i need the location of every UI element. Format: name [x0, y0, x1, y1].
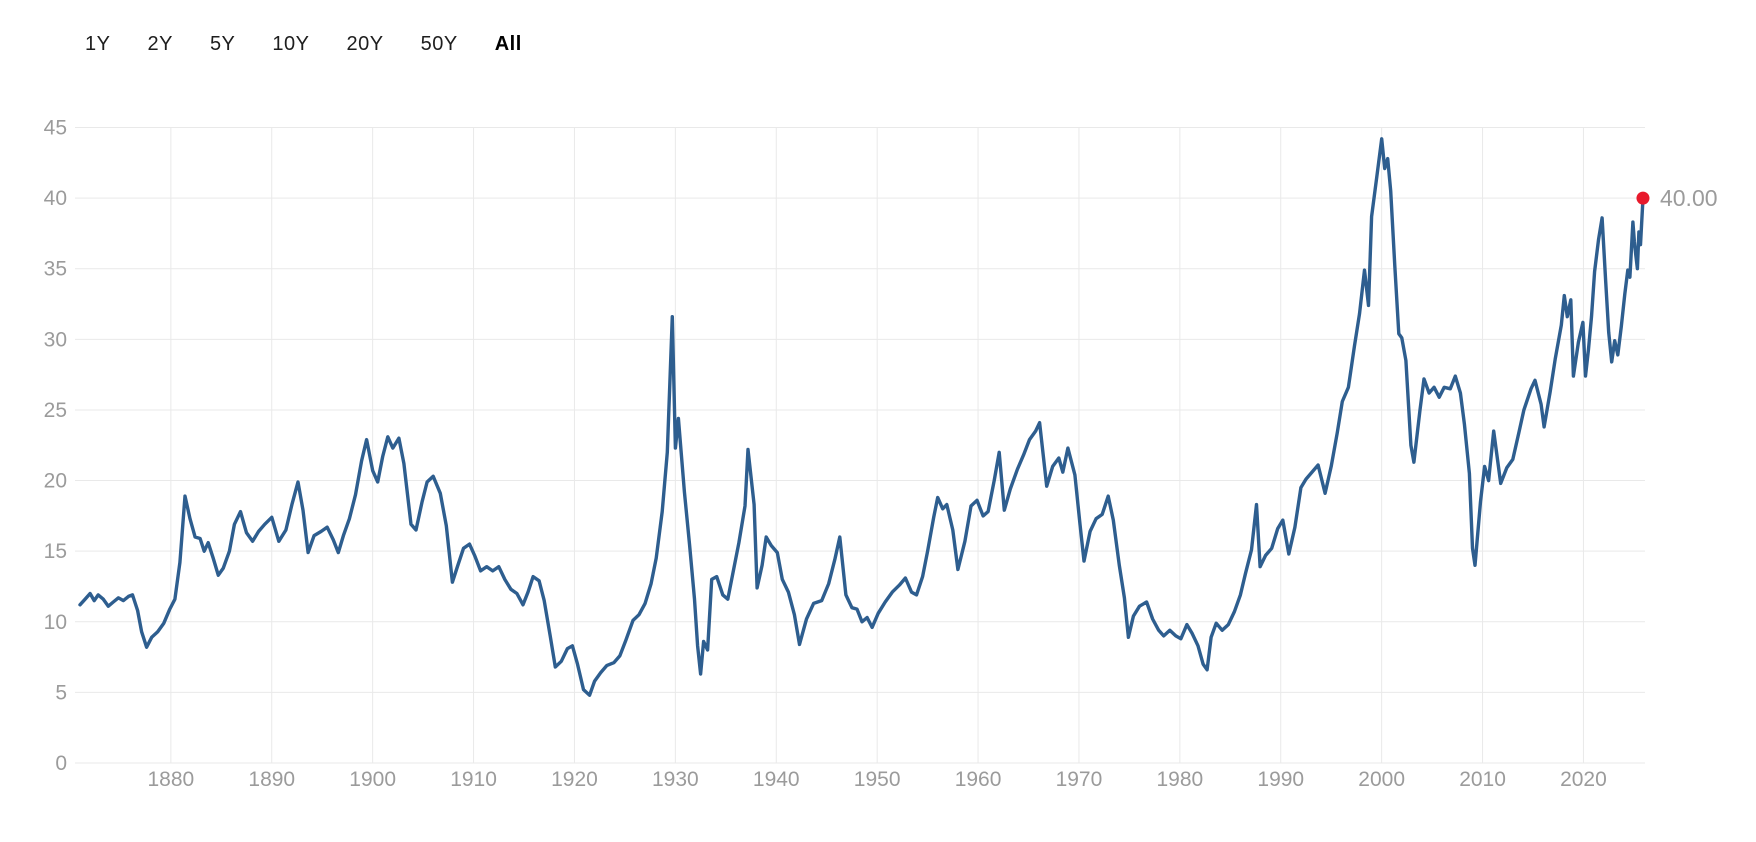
x-axis-tick-label: 1990	[1257, 768, 1304, 791]
range-button-50y[interactable]: 50Y	[420, 33, 458, 55]
y-axis-tick-label: 5	[55, 681, 67, 704]
x-axis-tick-label: 2020	[1560, 768, 1607, 791]
x-axis-tick-label: 1960	[955, 768, 1002, 791]
range-button-20y[interactable]: 20Y	[346, 33, 384, 55]
last-value-marker	[1636, 191, 1650, 205]
y-axis-tick-label: 35	[44, 258, 67, 281]
x-axis-tick-label: 1950	[854, 768, 901, 791]
y-axis-tick-label: 0	[55, 752, 67, 775]
x-axis-tick-label: 1910	[450, 768, 497, 791]
x-axis-tick-label: 1890	[248, 768, 295, 791]
range-button-2y[interactable]: 2Y	[147, 33, 173, 55]
x-axis-tick-label: 1980	[1156, 768, 1203, 791]
x-axis-tick-label: 1970	[1056, 768, 1103, 791]
range-button-10y[interactable]: 10Y	[272, 33, 310, 55]
x-axis-tick-label: 1940	[753, 768, 800, 791]
y-axis-tick-label: 40	[44, 187, 67, 210]
y-axis-tick-label: 10	[44, 611, 67, 634]
x-axis-tick-label: 1920	[551, 768, 598, 791]
y-axis-tick-label: 20	[44, 470, 67, 493]
time-range-selector: 1Y 2Y 5Y 10Y 20Y 50Y All	[85, 33, 522, 56]
range-button-5y[interactable]: 5Y	[209, 33, 236, 55]
x-axis-tick-label: 1900	[349, 768, 396, 791]
series-line[interactable]	[78, 137, 1645, 697]
x-axis-tick-label: 1880	[147, 768, 194, 791]
x-axis-tick-label: 2000	[1358, 768, 1405, 791]
y-axis-tick-label: 30	[44, 328, 67, 351]
x-axis-tick-label: 1930	[652, 768, 699, 791]
y-axis-tick-label: 25	[44, 399, 67, 422]
y-axis-tick-label: 45	[44, 117, 67, 140]
x-axis-tick-label: 2010	[1459, 768, 1506, 791]
last-value-label: 40.00	[1660, 185, 1718, 211]
y-axis-tick-label: 15	[44, 540, 67, 563]
range-button-all[interactable]: All	[494, 33, 522, 55]
range-button-1y[interactable]: 1Y	[85, 33, 111, 55]
